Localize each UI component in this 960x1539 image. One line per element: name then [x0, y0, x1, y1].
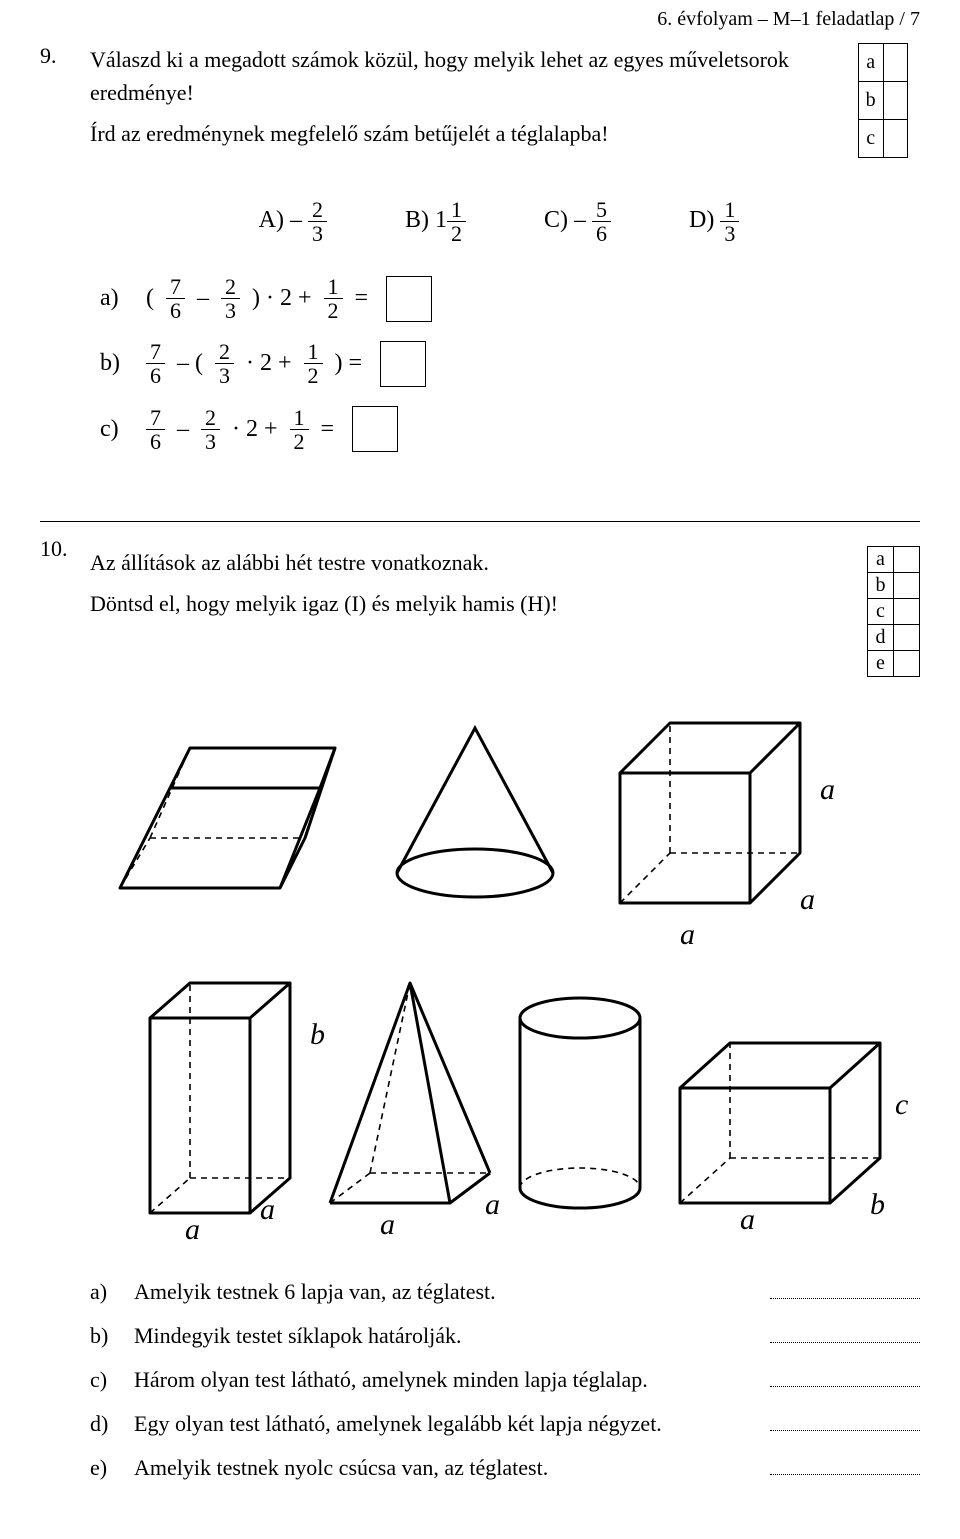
- q9-row-c: c) 76 – 23 · 2 + 12 =: [100, 406, 908, 453]
- q9-answer-b[interactable]: [380, 341, 426, 387]
- cuboid-label-a: a: [740, 1203, 755, 1237]
- q10-number: 10.: [40, 536, 90, 562]
- cuboid-label-c: c: [895, 1088, 908, 1122]
- cylinder-icon: [510, 993, 650, 1213]
- q9-opt-C: C) – 56: [544, 198, 611, 245]
- prism-label-a1: a: [185, 1213, 200, 1247]
- cube-icon: [610, 713, 810, 913]
- q9-score-c-val[interactable]: [883, 120, 907, 158]
- page-header: 6. évfolyam – M–1 feladatlap / 7: [40, 0, 920, 33]
- q10-stmt-b: b) Mindegyik testet síklapok határolják.: [90, 1323, 920, 1349]
- q9-score-a-val[interactable]: [883, 44, 907, 82]
- q9-answer-a[interactable]: [386, 276, 432, 322]
- cone-icon: [390, 723, 560, 903]
- q9-number: 9.: [40, 43, 90, 69]
- q9-score-b[interactable]: b: [858, 82, 883, 120]
- q10-answer-b[interactable]: [770, 1323, 920, 1343]
- q9-body: Válaszd ki a megadott számok közül, hogy…: [90, 43, 920, 471]
- q10-prompt-2: Döntsd el, hogy melyik igaz (I) és melyi…: [90, 587, 867, 620]
- q9-opt-B: B) 112: [405, 198, 466, 245]
- question-10: 10. Az állítások az alábbi hét testre vo…: [40, 536, 920, 1499]
- q10-body: Az állítások az alábbi hét testre vonatk…: [90, 546, 920, 1499]
- cube-label-a3: a: [680, 918, 695, 952]
- q9-prompt-1: Válaszd ki a megadott számok közül, hogy…: [90, 43, 858, 109]
- q10-answer-e[interactable]: [770, 1455, 920, 1475]
- q10-prompt-1: Az állítások az alábbi hét testre vonatk…: [90, 546, 867, 579]
- q10-statements: a) Amelyik testnek 6 lapja van, az tégla…: [90, 1279, 920, 1481]
- q9-score-table: a b c: [858, 43, 908, 158]
- cube-label-a1: a: [820, 773, 835, 807]
- q10-stmt-d: d) Egy olyan test látható, amelynek lega…: [90, 1411, 920, 1437]
- q9-score-c[interactable]: c: [858, 120, 883, 158]
- pyramid-label-a1: a: [380, 1208, 395, 1242]
- q10-answer-a[interactable]: [770, 1279, 920, 1299]
- cuboid-icon: [670, 1033, 890, 1213]
- q9-score-b-val[interactable]: [883, 82, 907, 120]
- q9-answer-c[interactable]: [352, 406, 398, 452]
- divider: [40, 521, 920, 522]
- q9-opt-A: A) – 23: [259, 198, 327, 245]
- cuboid-label-b: b: [870, 1188, 885, 1222]
- q10-stmt-a: a) Amelyik testnek 6 lapja van, az tégla…: [90, 1279, 920, 1305]
- pyramid-icon: [320, 973, 500, 1223]
- q10-stmt-e: e) Amelyik testnek nyolc csúcsa van, az …: [90, 1455, 920, 1481]
- prism-trapezoid-icon: [110, 733, 340, 903]
- square-prism-icon: [140, 973, 300, 1223]
- q9-prompt-2: Írd az eredménynek megfelelő szám betűje…: [90, 117, 858, 150]
- cube-label-a2: a: [800, 883, 815, 917]
- q10-stmt-c: c) Három olyan test látható, amelynek mi…: [90, 1367, 920, 1393]
- q9-options: A) – 23 B) 112 C) – 56 D) 13: [90, 198, 908, 245]
- page: 6. évfolyam – M–1 feladatlap / 7 9. Vála…: [0, 0, 960, 1539]
- q9-row-b: b) 76 – ( 23 · 2 + 12 ) =: [100, 340, 908, 387]
- q9-opt-D: D) 13: [689, 198, 739, 245]
- question-9: 9. Válaszd ki a megadott számok közül, h…: [40, 43, 920, 471]
- q9-row-a: a) ( 76 – 23 ) · 2 + 12 =: [100, 275, 908, 322]
- q10-figures: a a a b a a: [90, 693, 920, 1253]
- q10-answer-d[interactable]: [770, 1411, 920, 1431]
- q10-answer-c[interactable]: [770, 1367, 920, 1387]
- q9-score-a[interactable]: a: [858, 44, 883, 82]
- q10-score-table: a b c d e: [867, 546, 920, 677]
- pyramid-label-a2: a: [485, 1188, 500, 1222]
- prism-label-a2: a: [260, 1193, 275, 1227]
